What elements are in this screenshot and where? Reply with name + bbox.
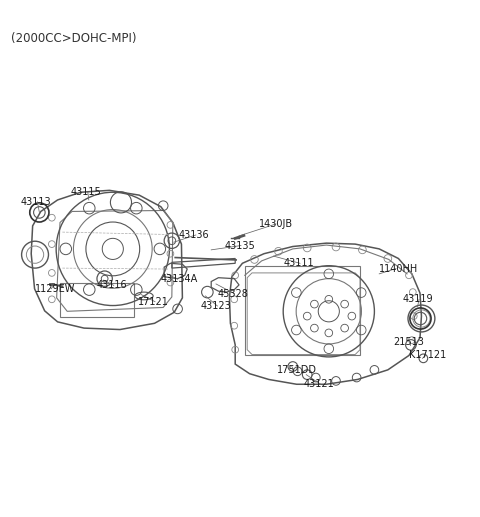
Text: 43135: 43135 [224,240,255,251]
Text: 21513: 21513 [394,337,424,347]
Text: K17121: K17121 [409,351,446,360]
Text: 45328: 45328 [217,288,248,298]
Text: 43136: 43136 [179,230,210,240]
Text: 43134A: 43134A [161,274,198,284]
Text: 43115: 43115 [71,187,102,197]
Text: 43116: 43116 [97,280,128,291]
Text: 1751DD: 1751DD [277,365,317,375]
Text: (2000CC>DOHC-MPI): (2000CC>DOHC-MPI) [11,32,136,45]
Text: 43121: 43121 [304,379,335,389]
Text: 17121: 17121 [138,297,169,307]
Text: 43113: 43113 [21,197,51,207]
Text: 1140HH: 1140HH [379,264,419,273]
Text: 43119: 43119 [402,294,433,305]
Text: 1129EW: 1129EW [35,284,75,294]
Text: 1430JB: 1430JB [259,219,293,229]
Text: 43111: 43111 [283,258,314,268]
Text: 43123: 43123 [201,301,231,311]
